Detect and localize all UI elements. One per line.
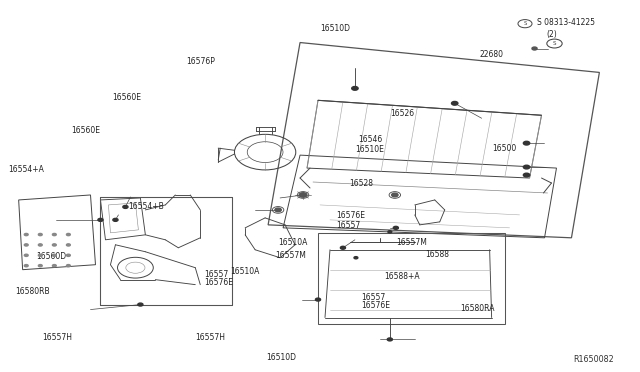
Circle shape xyxy=(52,244,56,246)
Circle shape xyxy=(24,244,28,246)
Circle shape xyxy=(113,218,118,221)
Circle shape xyxy=(52,254,56,256)
Text: 16510D: 16510D xyxy=(266,353,296,362)
Circle shape xyxy=(24,264,28,267)
Circle shape xyxy=(451,102,458,105)
Circle shape xyxy=(524,141,530,145)
Text: S: S xyxy=(524,21,527,26)
Bar xyxy=(100,197,232,305)
Circle shape xyxy=(524,173,530,177)
Circle shape xyxy=(392,193,398,197)
Circle shape xyxy=(38,244,42,246)
Text: 16554+B: 16554+B xyxy=(129,202,164,211)
Text: S 08313-41225: S 08313-41225 xyxy=(537,19,595,28)
Text: 16560E: 16560E xyxy=(113,93,141,102)
Text: 16560E: 16560E xyxy=(71,126,100,135)
Text: 16557M: 16557M xyxy=(397,238,428,247)
Circle shape xyxy=(275,208,282,212)
Circle shape xyxy=(123,205,128,208)
Circle shape xyxy=(67,254,70,256)
Circle shape xyxy=(300,193,307,197)
Text: 16526: 16526 xyxy=(390,109,414,118)
Text: 16576E: 16576E xyxy=(362,301,390,310)
Circle shape xyxy=(52,234,56,235)
Text: 16560D: 16560D xyxy=(36,252,66,261)
Circle shape xyxy=(38,254,42,256)
Circle shape xyxy=(394,226,398,229)
Circle shape xyxy=(24,234,28,235)
Text: 16580RB: 16580RB xyxy=(15,287,49,296)
Circle shape xyxy=(98,218,103,221)
Circle shape xyxy=(38,264,42,267)
Bar xyxy=(100,197,232,305)
Circle shape xyxy=(52,264,56,267)
Text: 16557: 16557 xyxy=(336,221,360,230)
Text: 16557H: 16557H xyxy=(195,333,225,342)
Circle shape xyxy=(67,234,70,235)
Circle shape xyxy=(24,254,28,256)
Circle shape xyxy=(532,47,537,50)
Text: 16510E: 16510E xyxy=(355,145,384,154)
Text: 16588+A: 16588+A xyxy=(384,272,419,281)
Text: 16510D: 16510D xyxy=(320,24,350,33)
Text: 16580RA: 16580RA xyxy=(461,304,495,313)
Text: 16510A: 16510A xyxy=(278,238,308,247)
Text: 22680: 22680 xyxy=(479,50,504,59)
Text: 16500: 16500 xyxy=(492,144,516,153)
Text: 16510A: 16510A xyxy=(230,267,260,276)
Text: 16557: 16557 xyxy=(362,293,386,302)
Circle shape xyxy=(387,338,392,341)
Circle shape xyxy=(67,244,70,246)
Text: 16576E: 16576E xyxy=(336,211,365,220)
Text: 16576P: 16576P xyxy=(186,57,215,66)
Circle shape xyxy=(316,298,321,301)
Text: 16576E: 16576E xyxy=(204,278,233,287)
Text: 16546: 16546 xyxy=(358,135,383,144)
Circle shape xyxy=(524,165,530,169)
Circle shape xyxy=(354,257,358,259)
Bar xyxy=(318,233,504,324)
Text: 16557M: 16557M xyxy=(275,251,306,260)
Circle shape xyxy=(67,264,70,267)
Text: 16557H: 16557H xyxy=(42,333,72,342)
Text: (2): (2) xyxy=(547,29,557,39)
Circle shape xyxy=(388,231,392,233)
Circle shape xyxy=(38,234,42,235)
Text: R1650082: R1650082 xyxy=(573,355,614,364)
Circle shape xyxy=(352,87,358,90)
Text: 16528: 16528 xyxy=(349,179,372,187)
Circle shape xyxy=(138,303,143,306)
Text: S: S xyxy=(553,41,556,46)
Text: 16554+A: 16554+A xyxy=(8,165,44,174)
Text: 16557: 16557 xyxy=(204,270,228,279)
Text: 16588: 16588 xyxy=(426,250,449,259)
Circle shape xyxy=(340,246,346,249)
